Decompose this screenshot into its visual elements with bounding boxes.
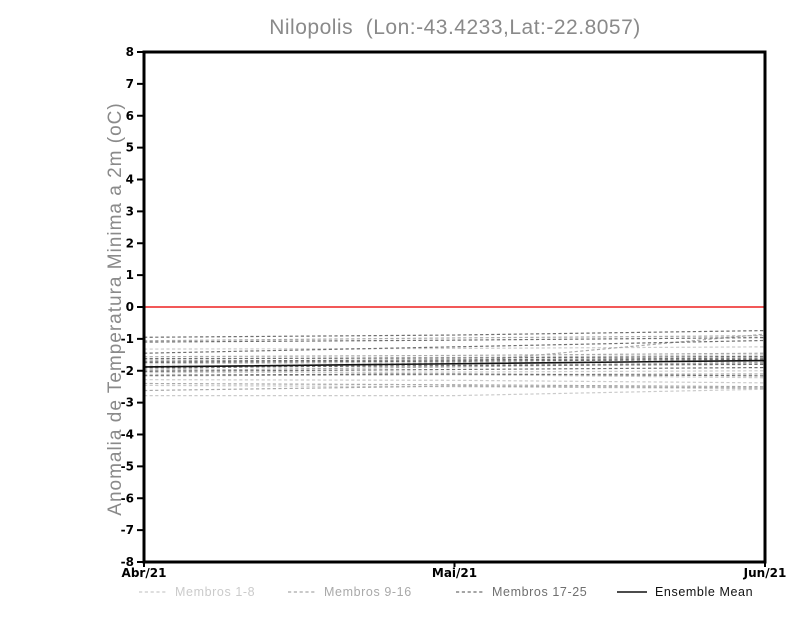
y-axis-tick-label: -8 [121,555,134,569]
ensemble-member-line [143,339,766,354]
ensemble-mean-line [143,359,766,368]
legend-item-membros-9-16: Membros 9-16 [287,584,412,600]
legend-label: Ensemble Mean [655,585,754,599]
ensemble-member-line [143,355,766,360]
ensemble-member-line [143,352,766,358]
ensemble-member-line [143,373,766,377]
ensemble-member-line [143,358,766,364]
y-axis-tick-label: -5 [121,459,134,473]
dashed-line-swatch-icon [456,591,484,593]
dashed-line-swatch-icon [139,591,167,593]
y-axis-tick-label: 2 [126,236,134,250]
y-axis-tick-label: 8 [126,45,134,59]
y-axis-tick-label: -2 [121,364,134,378]
y-axis-tick-label: -1 [121,332,134,346]
chart-legend: Membros 1-8 Membros 9-16 Membros 17-25 E… [0,584,800,604]
legend-item-membros-1-8: Membros 1-8 [138,584,255,600]
ensemble-member-line [143,368,766,379]
ensemble-member-line [144,388,766,397]
legend-label: Membros 17-25 [492,585,588,599]
y-axis-tick-label: -4 [121,428,134,442]
y-axis-tick-label: 7 [126,77,134,91]
y-axis-tick-label: 0 [126,300,134,314]
solid-line-swatch-icon [617,591,647,593]
ensemble-member-line [143,385,766,392]
legend-label: Membros 1-8 [175,585,256,599]
y-axis-tick-label: 5 [126,141,134,155]
ensemble-member-line [143,361,766,372]
ensemble-member-line [143,370,766,374]
y-axis-tick-label: 6 [126,109,134,123]
y-axis-tick-label: -7 [121,523,134,537]
dashed-line-swatch-icon [288,591,316,593]
x-axis-tick-label: Jun/21 [743,566,787,580]
x-axis-tick-label: Abr/21 [122,566,167,580]
ensemble-member-line [143,346,766,350]
ensemble-member-line [143,382,766,388]
chart-title: Nilopolis (Lon:-43.4233,Lat:-22.8057) [269,16,641,39]
y-axis-tick-label: -6 [121,491,134,505]
legend-item-ensemble-mean: Ensemble Mean [616,584,753,600]
y-axis-tick-label: 3 [126,204,134,218]
ensemble-member-line [143,363,766,369]
ensemble-member-line [143,329,766,338]
ensemble-member-line [143,379,766,384]
y-axis-tick-label: 4 [126,173,134,187]
x-axis-tick-label: Mai/21 [432,566,477,580]
y-axis-tick-label: 1 [126,268,134,282]
legend-item-membros-17-25: Membros 17-25 [455,584,587,600]
y-axis-tick-label: -3 [121,396,134,410]
ensemble-member-line [143,337,766,343]
ensemble-member-line [143,384,766,390]
ensemble-member-line [143,357,766,362]
ensemble-member-line [143,366,766,372]
legend-label: Membros 9-16 [324,585,412,599]
ensemble-member-line [143,335,766,342]
ensemble-member-line [143,373,766,377]
